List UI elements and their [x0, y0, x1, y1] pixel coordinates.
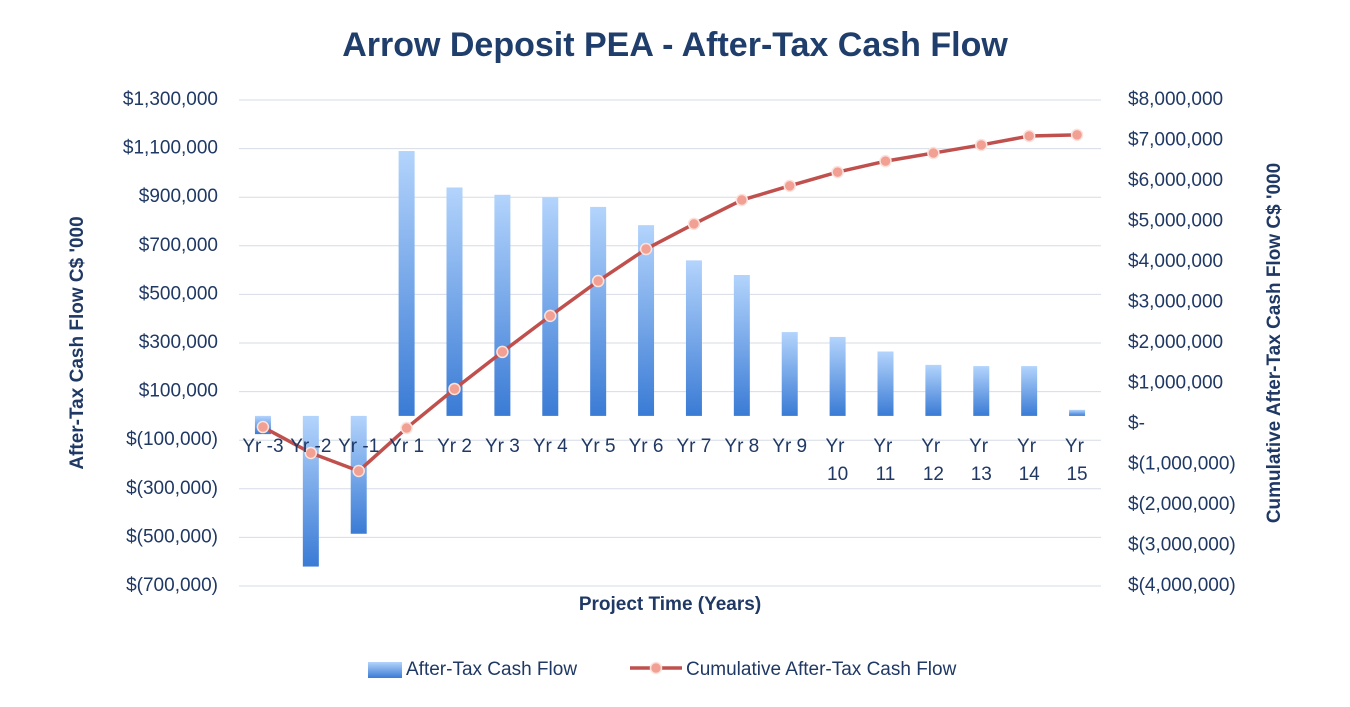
x-tick-label: Yr 11: [873, 436, 897, 485]
y-tick-label: $(100,000): [126, 429, 218, 450]
x-tick-label-line: Yr: [1065, 436, 1089, 457]
bar: [446, 187, 463, 416]
x-tick-label-line: 10: [827, 464, 848, 485]
y2-tick-label: $7,000,000: [1128, 130, 1223, 151]
x-tick-label: Yr 13: [969, 436, 993, 485]
marker: [639, 242, 653, 256]
y-tick-label: $(300,000): [126, 478, 218, 499]
x-tick-label: Yr 3: [485, 436, 520, 457]
y2-tick-label: $(3,000,000): [1128, 535, 1236, 556]
line: [262, 133, 1078, 473]
x-tick-label: Yr 6: [629, 436, 664, 457]
bar: [973, 366, 990, 416]
y-axis-title: After-Tax Cash Flow C$ '000: [67, 216, 88, 469]
marker: [496, 345, 509, 359]
marker: [783, 179, 796, 193]
marker: [1070, 128, 1084, 142]
x-axis-title: Project Time (Years): [579, 594, 761, 615]
x-tick-label: Yr -1: [338, 436, 379, 457]
marker: [687, 217, 701, 231]
y-tick-label: $700,000: [139, 235, 218, 256]
y2-tick-label: $4,000,000: [1128, 251, 1223, 272]
y2-tick-label: $2,000,000: [1128, 332, 1223, 353]
x-tick-label: Yr 2: [437, 436, 472, 457]
bar: [638, 225, 655, 416]
marker: [544, 309, 557, 323]
y2-tick-label: $1,000,000: [1128, 373, 1223, 394]
y2-tick-label: $(2,000,000): [1128, 494, 1236, 515]
legend-label: After-Tax Cash Flow: [406, 659, 577, 680]
y-tick-label: $900,000: [139, 186, 218, 207]
x-tick-label: Yr 15: [1065, 436, 1089, 485]
marker: [1022, 129, 1036, 143]
x-tick-label: Yr -3: [242, 436, 283, 457]
marker: [256, 420, 270, 434]
y2-tick-label: $(4,000,000): [1128, 575, 1236, 596]
bar: [829, 336, 846, 416]
x-tick-label-line: Yr: [1017, 436, 1041, 457]
y2-tick-label: $6,000,000: [1128, 170, 1223, 191]
marker: [831, 165, 844, 179]
marker: [304, 446, 318, 460]
x-tick-label: Yr 12: [921, 436, 945, 485]
marker: [448, 382, 461, 396]
x-tick-label-line: 13: [971, 464, 992, 485]
marker: [400, 421, 413, 435]
x-tick-label: Yr 10: [825, 436, 849, 485]
y-tick-label: $100,000: [139, 381, 218, 402]
bar: [494, 194, 511, 416]
y-tick-label: $300,000: [139, 332, 218, 353]
bar: [877, 351, 894, 416]
legend-swatch: [368, 662, 402, 678]
marker: [975, 138, 988, 152]
marker: [352, 464, 365, 478]
y-tick-label: $500,000: [139, 283, 218, 304]
bar: [1021, 366, 1038, 416]
marker: [927, 146, 940, 160]
x-tick-label: Yr 14: [1017, 436, 1041, 485]
bar: [542, 197, 559, 416]
legend-marker: [649, 661, 663, 675]
y2-tick-label: $8,000,000: [1128, 89, 1223, 110]
x-tick-label: Yr 8: [724, 436, 759, 457]
bar: [733, 274, 750, 416]
marker: [735, 193, 749, 207]
legend-label: Cumulative After-Tax Cash Flow: [686, 659, 957, 680]
y2-tick-label: $-: [1128, 413, 1145, 434]
x-tick-label: Yr 1: [389, 436, 424, 457]
bar: [1069, 409, 1086, 416]
y2-tick-label: $3,000,000: [1128, 292, 1223, 313]
x-tick-label-line: 15: [1066, 464, 1087, 485]
bar: [398, 151, 415, 416]
x-tick-label-line: 12: [923, 464, 944, 485]
bar: [590, 206, 607, 416]
x-tick-label-line: 11: [876, 464, 896, 485]
y2-axis-title: Cumulative After-Tax Cash Flow C$ '000: [1264, 163, 1285, 523]
y2-tick-label: $(1,000,000): [1128, 454, 1236, 475]
x-tick-label: Yr 9: [772, 436, 807, 457]
x-tick-label-line: Yr: [825, 436, 849, 457]
x-tick-label: Yr 4: [533, 436, 568, 457]
bar: [685, 260, 702, 416]
x-tick-label: Yr 5: [581, 436, 616, 457]
x-tick-label-line: Yr: [969, 436, 993, 457]
x-tick-label: Yr -2: [290, 436, 331, 457]
x-tick-label-line: 14: [1019, 464, 1041, 485]
y-tick-label: $(500,000): [126, 526, 218, 547]
y-tick-label: $(700,000): [126, 575, 218, 596]
chart-title: Arrow Deposit PEA - After-Tax Cash Flow: [342, 26, 1008, 64]
marker: [591, 274, 605, 288]
x-tick-label-line: Yr: [921, 436, 945, 457]
y-tick-label: $1,300,000: [123, 89, 218, 110]
bar: [925, 364, 942, 416]
bar: [781, 332, 798, 416]
marker: [879, 154, 892, 168]
y2-tick-label: $5,000,000: [1128, 211, 1223, 232]
x-tick-label-line: Yr: [873, 436, 897, 457]
x-tick-label: Yr 7: [677, 436, 712, 457]
y-tick-label: $1,100,000: [123, 138, 218, 159]
